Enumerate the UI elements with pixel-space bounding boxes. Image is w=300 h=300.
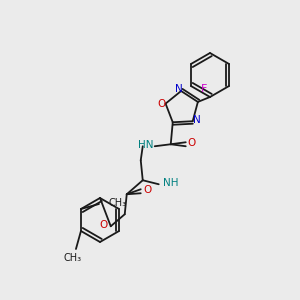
Text: CH₃: CH₃ [64, 253, 82, 263]
Text: O: O [158, 99, 166, 109]
Text: CH₃: CH₃ [109, 198, 127, 208]
Text: F: F [201, 84, 207, 94]
Text: O: O [144, 185, 152, 195]
Text: O: O [100, 220, 108, 230]
Text: N: N [175, 84, 183, 94]
Text: NH: NH [163, 178, 178, 188]
Text: HN: HN [138, 140, 154, 150]
Text: N: N [193, 115, 201, 125]
Text: O: O [188, 138, 196, 148]
